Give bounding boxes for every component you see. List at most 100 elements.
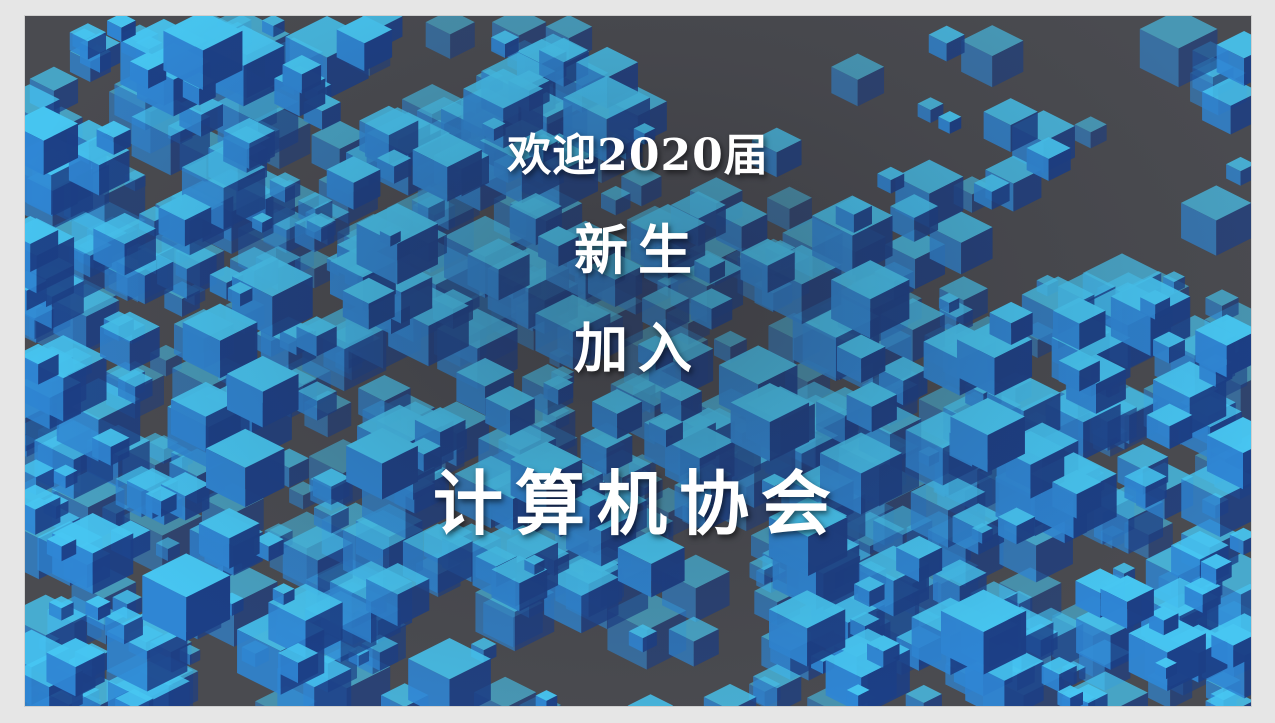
cube-shape <box>831 260 910 339</box>
join-title: 加入 <box>574 316 702 380</box>
cube-shape <box>617 530 685 598</box>
cube-shape <box>25 484 61 535</box>
cube-shape <box>25 343 59 385</box>
cube-shape <box>1205 688 1251 706</box>
cube-shape <box>668 616 719 667</box>
cube-shape <box>846 684 870 706</box>
cube-shape <box>762 473 787 499</box>
cube-shape <box>543 375 574 405</box>
cube-shape <box>69 23 107 60</box>
cube-shape <box>1181 185 1251 256</box>
cube-shape <box>950 397 1025 473</box>
cube-shape <box>346 427 418 500</box>
cube-shape <box>1211 623 1251 668</box>
cube-shape <box>998 507 1035 545</box>
cube-shape <box>539 37 589 87</box>
cube-shape <box>940 589 1027 675</box>
cube-shape <box>206 428 285 508</box>
cube-shape <box>1057 685 1083 706</box>
cube-shape <box>491 30 519 59</box>
cube-shape <box>730 382 810 462</box>
cube-shape <box>694 253 725 284</box>
cube-shape <box>1074 116 1107 149</box>
cube-shape <box>524 554 545 575</box>
blue-cubes-background <box>25 16 1251 706</box>
cube-shape <box>1216 31 1251 86</box>
cube-shape <box>1202 77 1251 135</box>
cube-shape <box>877 166 905 194</box>
cube-shape <box>93 212 156 276</box>
cube-shape <box>485 385 535 436</box>
cube-shape <box>129 52 167 89</box>
cube-shape <box>588 252 643 307</box>
cube-shape <box>49 596 74 621</box>
cube-shape <box>1205 289 1239 323</box>
cube-shape <box>115 688 154 706</box>
cube-shape <box>938 111 962 134</box>
cube-shape <box>408 638 491 706</box>
cube-shape <box>529 134 558 163</box>
cube-shape <box>1026 136 1071 182</box>
cube-shape <box>905 684 942 706</box>
cube-shape <box>928 25 965 62</box>
cube-shape <box>769 590 846 667</box>
cube-shape <box>867 635 900 668</box>
cube-shape <box>85 595 111 621</box>
cube-shape <box>1153 331 1185 364</box>
cube-shape <box>831 53 885 107</box>
cube-shape <box>1149 605 1179 636</box>
cube-shape <box>642 286 690 334</box>
cube-shape <box>1146 403 1193 450</box>
cube-shape <box>158 193 212 247</box>
cube-shape <box>145 485 177 517</box>
new-students-title: 新生 <box>574 218 702 282</box>
cube-shape <box>621 166 662 207</box>
cube-shape <box>638 335 674 371</box>
cube-shape <box>297 381 337 421</box>
cube-shape <box>989 301 1033 345</box>
cube-shape <box>223 117 275 169</box>
cube-shape <box>269 172 301 203</box>
cube-shape <box>1200 553 1232 585</box>
cube-shape <box>155 537 180 562</box>
slide-canvas: 欢迎2020届 新生 加入 计算机协会 <box>25 16 1251 706</box>
cube-shape <box>226 355 299 428</box>
cube-shape <box>99 311 160 372</box>
cube-shape <box>1052 469 1102 519</box>
cube-shape <box>46 531 77 562</box>
cube-shape <box>282 55 322 94</box>
cube-shape <box>628 624 657 653</box>
cube-shape <box>356 203 438 285</box>
cube-shape <box>482 117 506 141</box>
cube-shape <box>1229 527 1251 556</box>
cube-shape <box>289 481 318 510</box>
cube-shape <box>296 316 337 357</box>
cube-shape <box>836 334 886 383</box>
cube-shape <box>1041 656 1077 692</box>
cube-shape <box>649 413 683 448</box>
cube-shape <box>366 563 430 627</box>
cube-shape <box>535 294 611 370</box>
cube-shape <box>1124 465 1167 509</box>
cube-shape <box>753 664 802 706</box>
cube-shape <box>25 216 59 272</box>
cube-shape <box>1195 314 1251 378</box>
cube-shape <box>414 407 466 458</box>
cube-shape <box>890 194 939 242</box>
cube-shape <box>272 583 295 606</box>
cube-shape <box>1140 289 1171 320</box>
cube-shape <box>633 123 656 145</box>
cube-shape <box>278 642 319 684</box>
cube-shape <box>751 127 802 178</box>
cube-shape <box>820 432 903 515</box>
cube-shape <box>313 498 349 534</box>
cube-shape <box>1139 16 1218 88</box>
cube-shape <box>182 303 258 379</box>
cube-shape <box>938 292 960 314</box>
cube-shape <box>25 106 79 176</box>
welcome-title: 欢迎2020届 <box>507 130 769 181</box>
cube-shape <box>601 185 631 216</box>
cube-shape <box>170 381 241 452</box>
cube-shape <box>961 25 1024 88</box>
cube-shape <box>896 535 943 582</box>
